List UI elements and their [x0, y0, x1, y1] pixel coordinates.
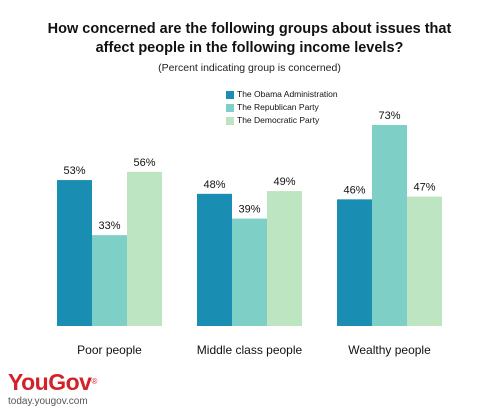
data-label-obama-poor: 53%: [63, 165, 85, 177]
data-label-republican-wealthy: 73%: [378, 110, 400, 122]
data-label-republican-middle-class: 39%: [238, 204, 260, 216]
chart-subtitle: (Percent indicating group is concerned): [158, 62, 341, 74]
category-label-poor: Poor people: [77, 343, 142, 357]
chart-title: How concerned are the following groups a…: [0, 20, 499, 58]
bar-obama-poor: [57, 180, 92, 326]
category-label-wealthy: Wealthy people: [348, 343, 431, 357]
chart-title-line-2: affect people in the following income le…: [95, 40, 404, 56]
legend-label-republican: The Republican Party: [237, 102, 319, 112]
bar-democratic-middle-class: [267, 191, 302, 326]
bar-republican-wealthy: [372, 125, 407, 326]
data-label-democratic-wealthy: 47%: [413, 182, 435, 194]
bar-democratic-poor: [127, 171, 162, 326]
logo-text: YouGov: [8, 369, 92, 395]
data-label-obama-middle-class: 48%: [203, 179, 225, 191]
legend-item-obama: The Obama Administration: [226, 88, 338, 101]
bar-obama-middle-class: [197, 193, 232, 326]
source-url: today.yougov.com: [8, 396, 88, 407]
legend-swatch-obama: [226, 90, 234, 99]
legend-label-democratic: The Democratic Party: [237, 115, 320, 125]
bar-democratic-wealthy: [407, 196, 442, 326]
bar-republican-poor: [92, 235, 127, 326]
legend-item-democratic: The Democratic Party: [226, 114, 338, 127]
legend-item-republican: The Republican Party: [226, 101, 338, 114]
bar-obama-wealthy: [337, 199, 372, 326]
legend-swatch-democratic: [226, 116, 234, 125]
legend-swatch-republican: [226, 103, 234, 112]
bar-republican-middle-class: [232, 218, 267, 326]
chart-title-line-1: How concerned are the following groups a…: [47, 21, 452, 37]
legend-label-obama: The Obama Administration: [237, 89, 338, 99]
category-label-middle-class: Middle class people: [197, 343, 303, 357]
yougov-logo: YouGov®: [8, 369, 97, 395]
data-label-democratic-poor: 56%: [133, 157, 155, 169]
data-label-republican-poor: 33%: [98, 220, 120, 232]
data-label-obama-wealthy: 46%: [343, 184, 365, 196]
chart-legend: The Obama Administration The Republican …: [226, 88, 338, 127]
data-label-democratic-middle-class: 49%: [273, 176, 295, 188]
